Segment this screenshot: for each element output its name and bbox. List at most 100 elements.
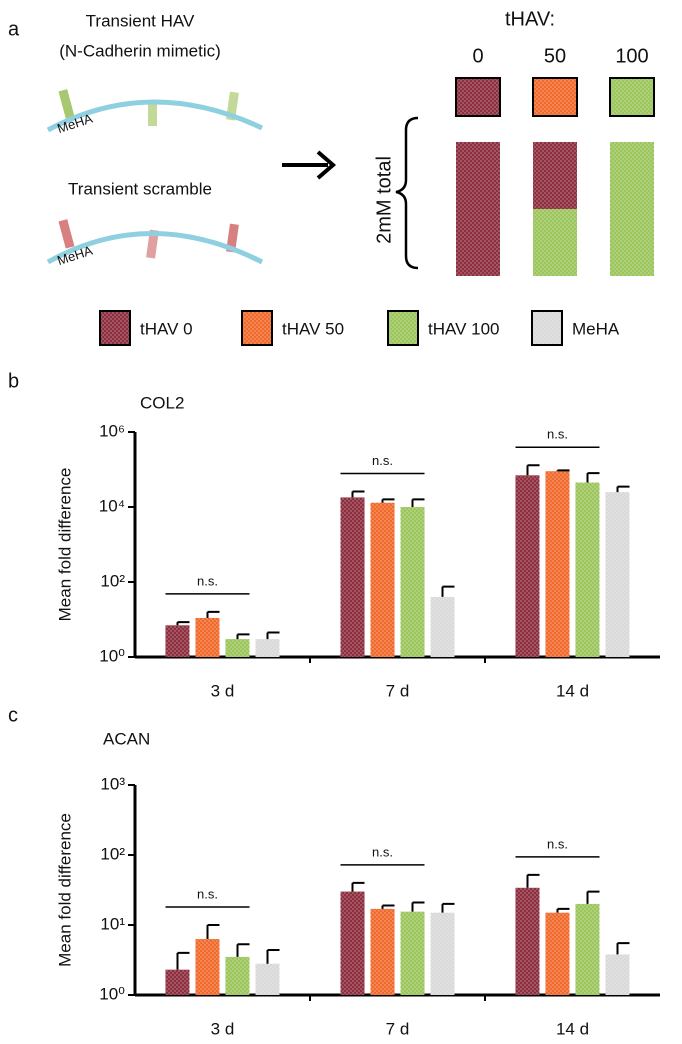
error-bar <box>616 942 630 955</box>
y-axis-label: Mean fold difference <box>55 468 74 622</box>
legend-label: tHAV 100 <box>428 319 500 338</box>
composition-bar <box>533 142 577 209</box>
bar <box>370 502 395 657</box>
bar <box>545 471 570 657</box>
legend-swatch <box>531 310 563 346</box>
panel-label: c <box>8 704 18 726</box>
y-tick-label: 10⁴ <box>99 496 125 515</box>
bar <box>515 475 540 657</box>
bar <box>195 939 220 995</box>
bar <box>340 891 365 995</box>
legend: tHAV 0 tHAV 50 tHAV 100 MeHA <box>99 310 620 346</box>
bar <box>400 507 425 657</box>
error-bar <box>206 924 220 940</box>
panel-label: a <box>8 18 20 40</box>
bar <box>430 912 455 995</box>
error-bar <box>176 951 190 970</box>
y-tick-label: 10² <box>100 571 125 590</box>
hav-subtitle: (N-Cadherin mimetic) <box>59 41 221 60</box>
significance-label: n.s. <box>547 836 568 851</box>
x-tick-label: 14 d <box>556 1019 589 1038</box>
x-tick-label: 7 d <box>386 1019 410 1038</box>
bar <box>225 956 250 995</box>
bar <box>165 969 190 995</box>
y-tick-label: 10³ <box>100 774 125 793</box>
error-bar <box>351 881 365 892</box>
bar <box>545 912 570 995</box>
composition-bar <box>610 142 654 276</box>
panel-label: b <box>8 370 19 392</box>
error-bar <box>586 472 600 483</box>
brace <box>395 116 419 270</box>
bar <box>515 887 540 995</box>
error-bar <box>616 485 630 493</box>
error-bar <box>411 901 425 912</box>
level-swatch <box>532 77 578 117</box>
legend-swatch <box>99 310 131 346</box>
scramble-title: Transient scramble <box>68 179 212 198</box>
legend-swatch <box>387 310 419 346</box>
error-bar <box>236 633 250 640</box>
level-label: 50 <box>544 45 566 67</box>
chart-title: COL2 <box>140 393 184 412</box>
significance-label: n.s. <box>547 427 568 442</box>
level-swatch <box>609 77 655 117</box>
y-tick-label: 10² <box>100 844 125 863</box>
error-bar <box>556 469 570 472</box>
significance-label: n.s. <box>197 886 218 901</box>
thav-levels: 0 50 100 <box>455 45 655 276</box>
hav-strand <box>46 89 264 133</box>
x-tick-label: 3 d <box>211 681 235 700</box>
backbone-label: MeHA <box>55 111 94 137</box>
level-swatch <box>455 77 501 117</box>
y-tick-label: 10⁰ <box>99 646 125 665</box>
error-bar <box>236 943 250 957</box>
error-bar <box>266 948 280 964</box>
bar <box>225 639 250 657</box>
y-tick-label: 10⁰ <box>99 984 125 1003</box>
error-bar <box>441 902 455 913</box>
bar <box>340 497 365 657</box>
error-bar <box>206 610 220 618</box>
bar <box>605 954 630 995</box>
legend-label: MeHA <box>572 319 620 338</box>
x-tick-label: 14 d <box>556 681 589 700</box>
legend-swatch <box>241 310 273 346</box>
error-bar <box>441 585 455 597</box>
level-label: 0 <box>472 45 483 67</box>
bar <box>575 903 600 995</box>
error-bar <box>381 498 395 503</box>
arrow <box>282 150 337 180</box>
error-bar <box>411 498 425 507</box>
legend-label: tHAV 50 <box>282 319 344 338</box>
significance-label: n.s. <box>372 844 393 859</box>
bar <box>370 908 395 995</box>
level-label: 100 <box>615 45 648 67</box>
hav-title: Transient HAV <box>86 11 195 30</box>
error-bar <box>381 904 395 909</box>
bar <box>165 625 190 657</box>
y-tick-label: 10¹ <box>100 914 125 933</box>
thav-heading: tHAV: <box>505 8 555 30</box>
significance-label: n.s. <box>372 453 393 468</box>
y-tick-label: 10⁶ <box>99 421 125 440</box>
bar <box>430 596 455 657</box>
composition-bar <box>456 142 500 276</box>
chart-title: ACAN <box>103 729 150 748</box>
bar <box>605 492 630 657</box>
bar <box>400 911 425 995</box>
composition-bar <box>533 209 577 276</box>
error-bar <box>556 907 570 913</box>
legend-label: tHAV 0 <box>140 319 193 338</box>
x-tick-label: 3 d <box>211 1019 235 1038</box>
error-bar <box>351 490 365 498</box>
error-bar <box>526 873 540 888</box>
error-bar <box>266 631 280 640</box>
bar <box>195 617 220 657</box>
significance-label: n.s. <box>197 573 218 588</box>
total-label: 2mM total <box>373 156 395 244</box>
scramble-strand <box>46 219 264 265</box>
error-bar <box>586 890 600 904</box>
bar <box>255 963 280 995</box>
